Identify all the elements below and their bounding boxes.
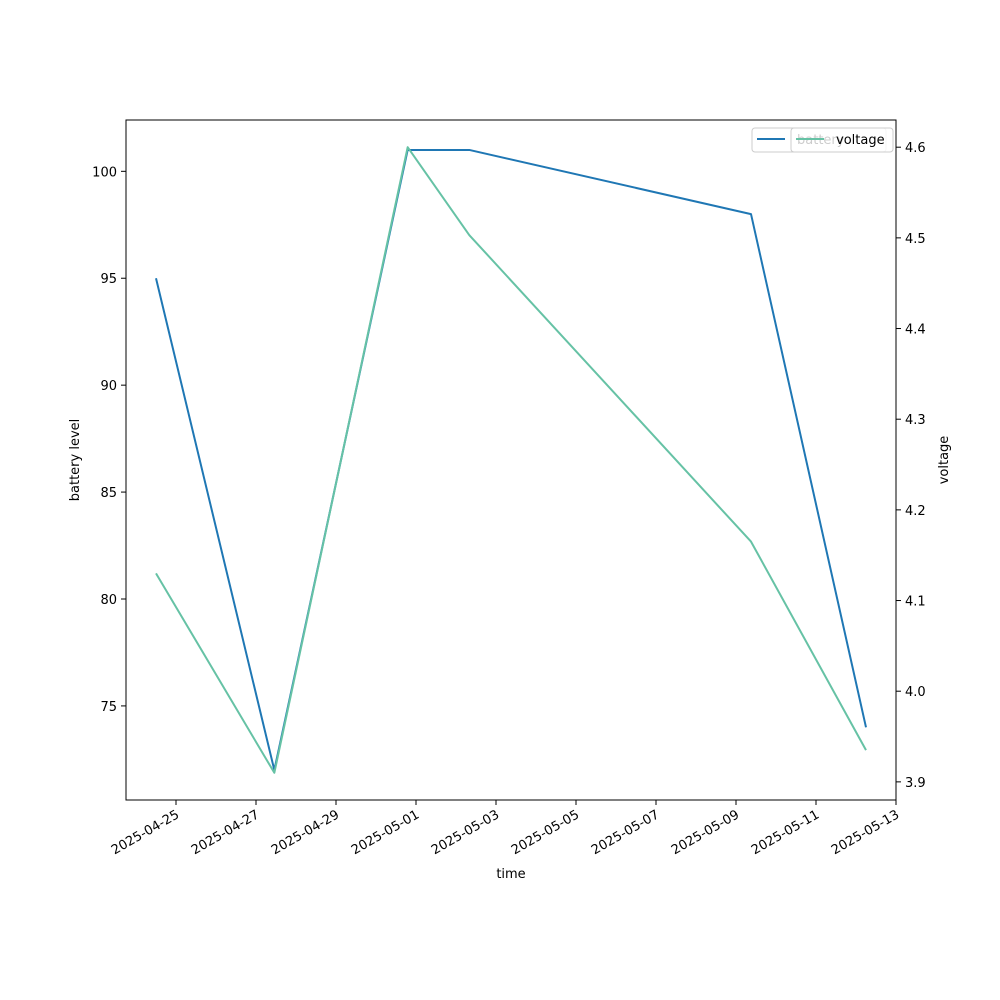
right-y-tick-label: 4.4 xyxy=(905,323,926,338)
right-y-axis-label: voltage xyxy=(937,436,952,485)
right-y-tick-label: 4.6 xyxy=(905,141,926,156)
right-y-tick-label: 4.3 xyxy=(905,413,926,428)
right-y-tick-label: 4.5 xyxy=(905,232,926,247)
right-y-tick-label: 4.2 xyxy=(905,504,926,519)
left-y-tick-label: 80 xyxy=(100,593,117,608)
right-y-tick-label: 4.1 xyxy=(905,595,926,610)
series-line-voltage xyxy=(155,146,867,774)
left-y-tick-label: 85 xyxy=(100,486,117,501)
left-y-tick-label: 90 xyxy=(100,379,117,394)
left-y-axis-label: battery level xyxy=(68,419,83,502)
left-y-tick-label: 100 xyxy=(92,165,117,180)
right-y-axis-ticks: 3.9 4.0 4.1 4.2 4.3 4.4 4.5 4.6 xyxy=(896,141,926,791)
left-y-tick-label: 75 xyxy=(100,700,117,715)
legend-voltage-label: voltage xyxy=(836,133,885,148)
left-y-axis-ticks: 75 80 85 90 95 100 xyxy=(92,165,126,715)
right-y-tick-label: 4.0 xyxy=(905,685,926,700)
legend-voltage: voltage xyxy=(790,127,894,153)
series-layer xyxy=(155,146,867,774)
left-y-tick-label: 95 xyxy=(100,272,117,287)
x-axis-label: time xyxy=(496,867,525,882)
plot-frame xyxy=(125,119,897,801)
series-line-battery xyxy=(155,148,867,772)
legend-voltage-box xyxy=(790,127,894,153)
right-y-tick-label: 3.9 xyxy=(905,776,926,791)
